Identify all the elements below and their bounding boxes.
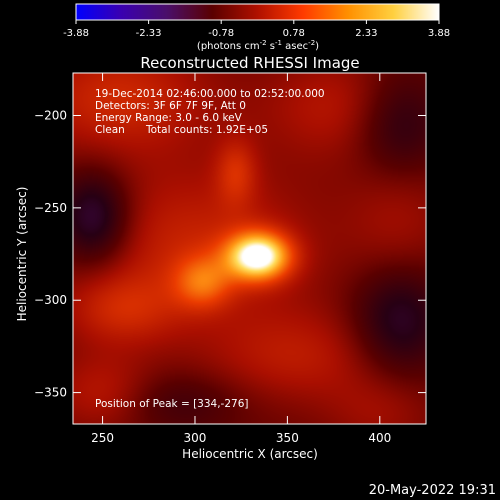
colorbar-tick-label: 2.33: [355, 28, 377, 39]
y-axis: −200 −250 −300 −350: [34, 108, 426, 400]
colorbar-tick-label: -0.78: [208, 28, 234, 39]
plot-frame: [72, 72, 427, 425]
x-tick-label: 400: [368, 431, 391, 445]
x-tick-label: 300: [184, 431, 207, 445]
annotation-clean: Clean: [95, 124, 125, 136]
x-tick-label: 250: [91, 431, 114, 445]
colorbar-ticks: -3.88 -2.33 -0.78 0.78 2.33 3.88: [63, 20, 450, 39]
chart-title: Reconstructed RHESSI Image: [140, 54, 359, 72]
x-tick-label: 350: [276, 431, 299, 445]
annotation-total-counts: Total counts: 1.92E+05: [145, 124, 268, 136]
annotation-time-range: 19-Dec-2014 02:46:00.000 to 02:52:00.000: [95, 88, 325, 100]
colorbar: -3.88 -2.33 -0.78 0.78 2.33 3.88 (photons cm-…: [63, 3, 450, 52]
x-axis-label: Heliocentric X (arcsec): [182, 447, 318, 461]
y-axis-label: Heliocentric Y (arcsec): [15, 187, 29, 322]
annotation-energy-range: Energy Range: 3.0 - 6.0 keV: [95, 112, 243, 124]
y-tick-label: −350: [34, 386, 67, 400]
footer-timestamp: 20-May-2022 19:31: [369, 483, 496, 498]
annotation-detectors: Detectors: 3F 6F 7F 9F, Att 0: [95, 100, 246, 112]
colorbar-unit-label: (photons cm-2 s-1 asec-2): [197, 39, 319, 52]
peak-position-label: Position of Peak = [334,-276]: [95, 398, 249, 410]
heatmap-container: [73, 73, 426, 424]
colorbar-tick-label: -3.88: [63, 28, 89, 39]
colorbar-strip: [75, 3, 440, 21]
x-axis: 250 300 350 400: [91, 73, 391, 445]
heatmap-image: [73, 73, 426, 424]
colorbar-tick-label: 3.88: [428, 28, 450, 39]
y-tick-label: −250: [34, 201, 67, 215]
annotation-block: 19-Dec-2014 02:46:00.000 to 02:52:00.000…: [95, 88, 325, 136]
y-tick-label: −300: [34, 293, 67, 307]
colorbar-tick-label: -2.33: [136, 28, 162, 39]
colorbar-tick-label: 0.78: [283, 28, 305, 39]
y-tick-label: −200: [34, 108, 67, 122]
